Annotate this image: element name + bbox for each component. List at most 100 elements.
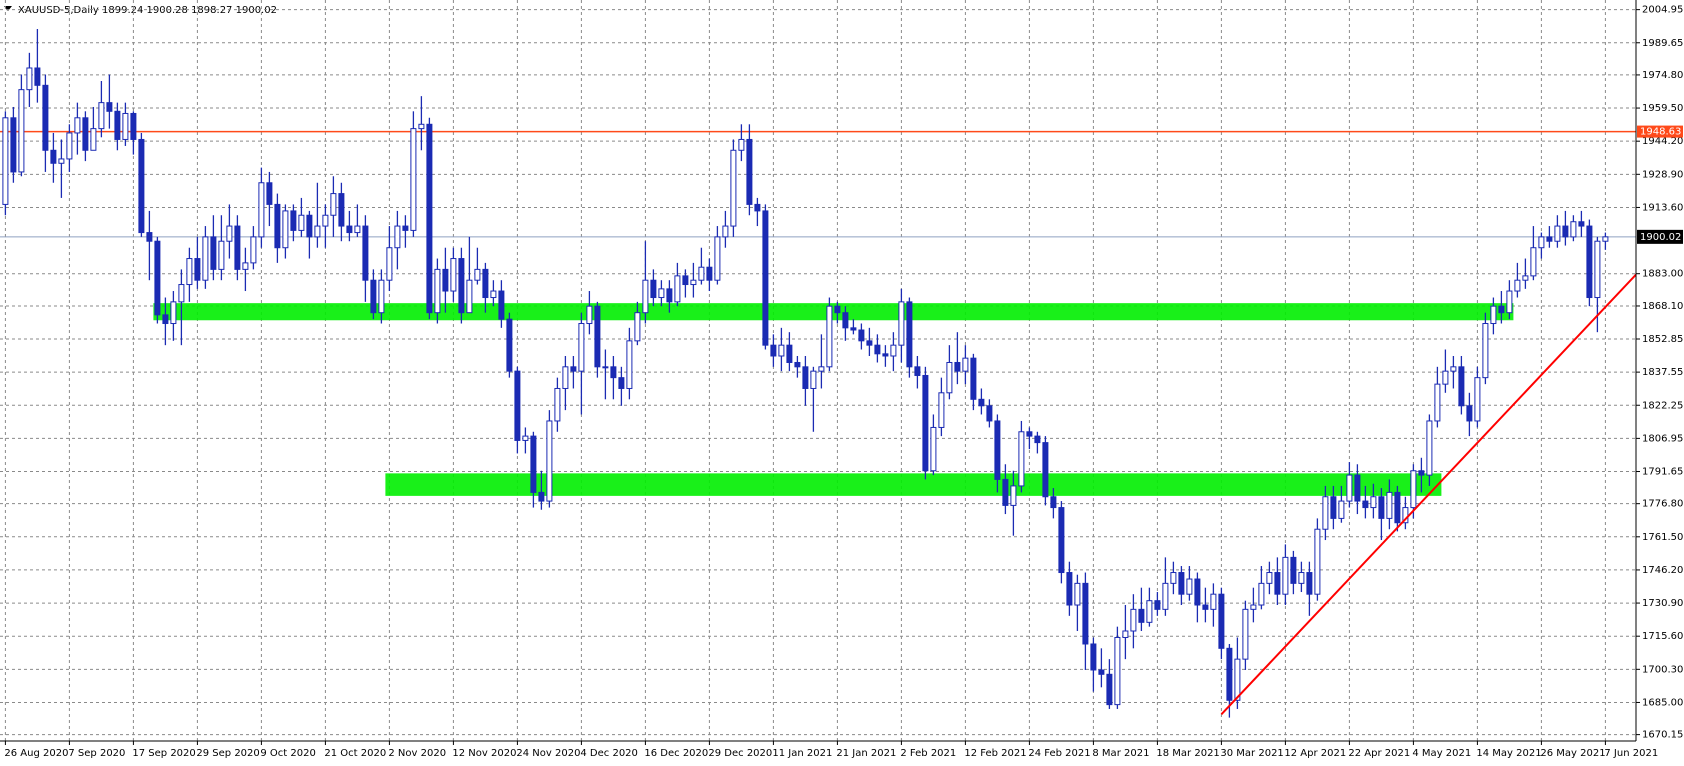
- candle-body: [1522, 275, 1529, 281]
- candle-body: [562, 366, 569, 389]
- x-tick-label: 29 Dec 2020: [708, 748, 772, 759]
- candle-body: [290, 210, 297, 231]
- candle-body: [1026, 431, 1033, 437]
- candle-body: [962, 357, 969, 372]
- x-tick-label: 30 Mar 2021: [1220, 748, 1283, 759]
- candle-body: [1482, 323, 1489, 379]
- candle-body: [154, 240, 161, 316]
- candle-body: [786, 344, 793, 363]
- x-tick-label: 12 Feb 2021: [964, 748, 1026, 759]
- candle-body: [234, 225, 241, 270]
- candle-body: [730, 149, 737, 227]
- candle-body: [306, 214, 313, 238]
- candle-body: [954, 361, 961, 372]
- candle-body: [1042, 442, 1049, 498]
- y-tick-label: 1746.20: [1642, 565, 1683, 576]
- candle-body: [1530, 247, 1537, 277]
- candle-body: [666, 288, 673, 303]
- candle-body: [1194, 578, 1201, 606]
- x-tick-label: 26 Aug 2020: [4, 748, 68, 759]
- x-tick-label: 11 Jan 2021: [772, 748, 832, 759]
- candle-body: [74, 117, 81, 134]
- x-tick-label: 18 Mar 2021: [1156, 748, 1219, 759]
- candle-body: [66, 132, 73, 160]
- candle-body: [1466, 405, 1473, 422]
- candle-body: [122, 112, 129, 140]
- candle-body: [1106, 673, 1113, 706]
- candle-body: [858, 329, 865, 342]
- y-tick-label: 1837.55: [1642, 367, 1683, 378]
- candle-body: [26, 67, 33, 91]
- candle-body: [1114, 636, 1121, 706]
- candle-body: [1138, 608, 1145, 623]
- candle-body: [1146, 600, 1153, 623]
- y-tick-label: 1959.50: [1642, 103, 1683, 114]
- menu-icon[interactable]: [4, 6, 12, 11]
- candle-body: [626, 340, 633, 389]
- candle-body: [522, 435, 529, 441]
- x-tick-label: 7 Jun 2021: [1604, 748, 1658, 759]
- candle-body: [82, 117, 89, 151]
- candle-body: [834, 305, 841, 314]
- candle-body: [1370, 496, 1377, 509]
- candle-body: [346, 225, 353, 234]
- candle-body: [450, 258, 457, 292]
- x-tick-label: 4 May 2021: [1412, 748, 1471, 759]
- candle-body: [10, 117, 17, 173]
- candle-body: [1322, 496, 1329, 530]
- candle-body: [1578, 221, 1585, 227]
- candle-body: [1514, 279, 1521, 292]
- candle-body: [162, 314, 169, 325]
- candle-body: [690, 279, 697, 286]
- candle-body: [1554, 225, 1561, 242]
- y-tick-label: 1791.65: [1642, 467, 1683, 478]
- level-label: 1948.63: [1640, 127, 1681, 138]
- candle-body: [898, 301, 905, 346]
- candle-body: [378, 279, 385, 314]
- candle-body: [930, 426, 937, 472]
- candle-body: [866, 340, 873, 346]
- candle-body: [1458, 366, 1465, 407]
- candle-body: [610, 366, 617, 379]
- candle-body: [1154, 600, 1161, 610]
- candle-body: [850, 327, 857, 331]
- x-tick-label: 22 Apr 2021: [1348, 748, 1410, 759]
- candle-body: [658, 288, 665, 299]
- y-tick-label: 1852.85: [1642, 334, 1683, 345]
- candle-body: [146, 232, 153, 242]
- candle-body: [1346, 474, 1353, 502]
- candle-body: [874, 344, 881, 355]
- y-tick-label: 1776.80: [1642, 499, 1683, 510]
- candle-body: [474, 268, 481, 281]
- candle-body: [538, 491, 545, 502]
- candle-body: [42, 84, 49, 151]
- candle-body: [1330, 496, 1337, 519]
- candle-body: [1178, 572, 1185, 595]
- candle-body: [914, 366, 921, 376]
- candle-body: [1218, 593, 1225, 649]
- candle-body: [1450, 366, 1457, 372]
- candle-body: [1226, 647, 1233, 701]
- y-tick-label: 1868.10: [1642, 301, 1683, 312]
- y-tick-label: 1883.00: [1642, 269, 1683, 280]
- candle-body: [818, 366, 825, 372]
- candle-body: [1074, 582, 1081, 606]
- candle-body: [1298, 572, 1305, 584]
- candle-body: [434, 268, 441, 314]
- candle-body: [1130, 608, 1137, 632]
- candle-body: [722, 225, 729, 238]
- x-tick-label: 12 Apr 2021: [1284, 748, 1346, 759]
- candle-body: [1010, 485, 1017, 506]
- candle-body: [682, 275, 689, 286]
- candle-body: [1050, 496, 1057, 509]
- candle-body: [1602, 236, 1609, 242]
- candle-body: [394, 225, 401, 249]
- candle-body: [1034, 435, 1041, 444]
- candle-body: [530, 435, 537, 493]
- support-zone: [385, 473, 1442, 496]
- candle-body: [1570, 221, 1577, 238]
- candle-body: [362, 225, 369, 281]
- candle-body: [338, 193, 345, 227]
- candle-body: [402, 225, 409, 231]
- candle-body: [794, 361, 801, 368]
